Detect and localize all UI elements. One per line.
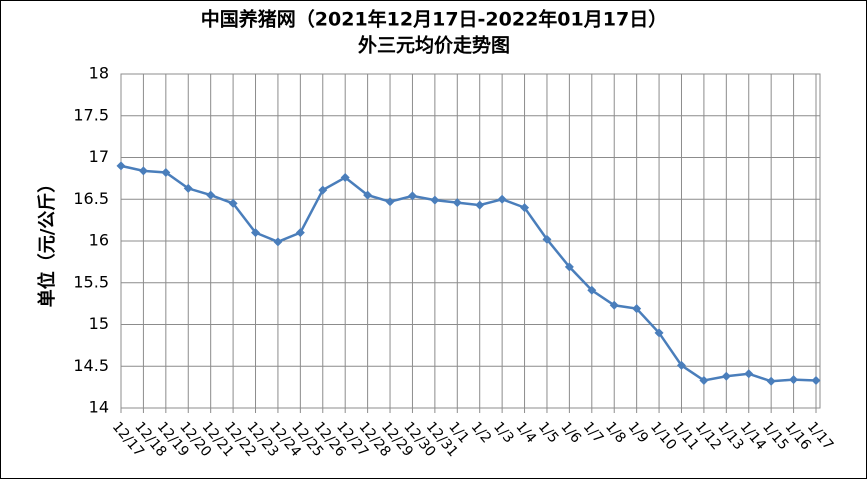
marker	[564, 262, 574, 272]
marker	[497, 194, 507, 204]
marker	[452, 198, 462, 208]
y-axis-label: 单位（元/公斤）	[36, 175, 58, 308]
marker	[273, 237, 283, 247]
marker	[363, 190, 373, 200]
marker	[699, 375, 709, 385]
marker	[632, 304, 642, 314]
chart-title: 中国养猪网（2021年12月17日-2022年01月17日）	[201, 8, 667, 31]
y-tick-label: 15.5	[73, 272, 109, 291]
marker	[520, 203, 530, 213]
marker	[609, 300, 619, 310]
marker	[407, 191, 417, 201]
marker	[161, 168, 171, 178]
marker	[766, 376, 776, 386]
marker	[811, 375, 821, 385]
marker	[475, 200, 485, 210]
y-tick-label: 15	[89, 314, 109, 333]
marker	[116, 161, 126, 171]
line	[120, 164, 817, 383]
marker	[654, 328, 664, 338]
marker	[721, 371, 731, 381]
marker	[228, 198, 238, 208]
marker	[385, 197, 395, 207]
marker	[744, 369, 754, 379]
marker	[251, 228, 261, 238]
marker	[542, 234, 552, 244]
marker	[206, 190, 216, 200]
marker	[430, 195, 440, 205]
marker	[789, 375, 799, 385]
marker	[295, 228, 305, 238]
y-tick-label: 17.5	[73, 105, 109, 124]
y-tick-label: 17	[89, 147, 109, 166]
marker	[340, 173, 350, 183]
plot-border	[120, 73, 821, 409]
y-tick-label: 16.5	[73, 189, 109, 208]
marker	[676, 360, 686, 370]
y-tick-label: 16	[89, 231, 109, 250]
marker	[587, 285, 597, 295]
chart-subtitle: 外三元均价走势图	[358, 34, 510, 57]
marker	[183, 183, 193, 193]
y-tick-label: 14	[89, 398, 109, 417]
y-tick-label: 18	[89, 64, 109, 83]
marker	[318, 185, 328, 195]
y-tick-label: 14.5	[73, 356, 109, 375]
marker	[138, 166, 148, 176]
